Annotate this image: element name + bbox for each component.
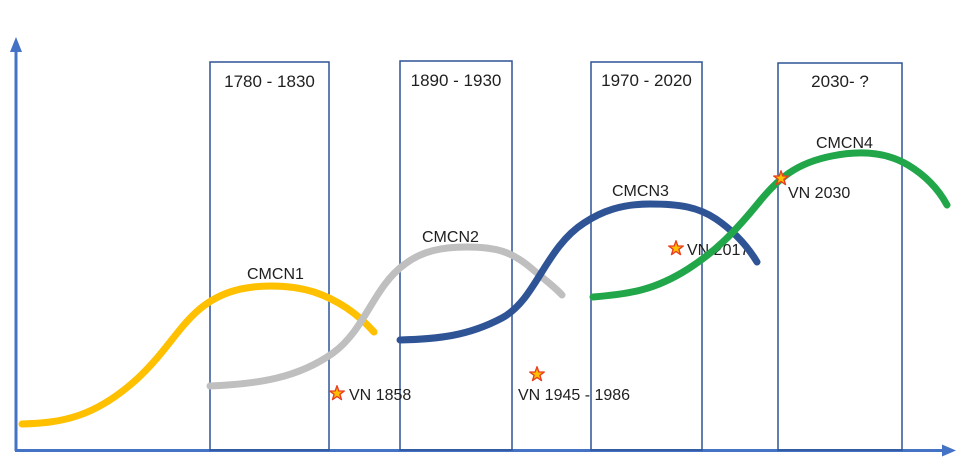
period-label: 1780 - 1830 — [224, 72, 315, 91]
period-box-1780-1830 — [209, 61, 330, 451]
curve-label-cmcn4: CMCN4 — [816, 135, 873, 152]
period-label: 2030- ? — [811, 72, 869, 91]
milestone-star-icon-vn-2017 — [668, 240, 684, 256]
curve-label-cmcn1: CMCN1 — [247, 266, 304, 283]
curve-cmcn3 — [396, 200, 761, 344]
x-axis-arrow-icon — [942, 444, 956, 457]
y-axis-arrow-icon — [10, 37, 22, 52]
curve-cmcn1 — [18, 282, 378, 428]
milestone-star-icon-vn-1945-1986 — [529, 366, 545, 382]
milestone-star-icon-vn-1858 — [329, 385, 345, 401]
milestone-label-vn-1945-1986: VN 1945 - 1986 — [518, 387, 630, 404]
milestone-label-vn-1858: VN 1858 — [349, 387, 411, 404]
milestone-label-vn-2030: VN 2030 — [788, 185, 850, 202]
curve-label-cmcn2: CMCN2 — [422, 229, 479, 246]
curve-label-cmcn3: CMCN3 — [612, 183, 669, 200]
period-box-2030 — [777, 62, 903, 451]
curve-cmcn4 — [589, 149, 951, 301]
period-label: 1970 - 2020 — [601, 71, 692, 90]
curve-cmcn2 — [206, 243, 566, 390]
period-label: 1890 - 1930 — [411, 71, 502, 90]
